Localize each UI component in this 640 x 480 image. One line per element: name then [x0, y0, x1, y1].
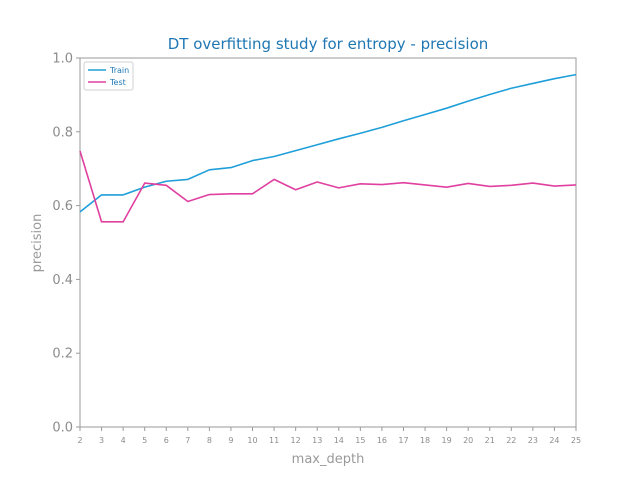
plot-area	[79, 57, 577, 428]
series-line-test	[79, 150, 577, 223]
x-tick-label: 11	[269, 436, 279, 445]
series-layer	[79, 73, 577, 223]
y-tick-label: 0.4	[52, 273, 73, 288]
y-tick-label: 0.2	[52, 347, 73, 362]
x-tick-label: 23	[528, 436, 538, 445]
x-tick-label: 21	[485, 436, 495, 445]
y-tick-label: 0.8	[52, 125, 73, 140]
x-tick-label: 22	[506, 436, 516, 445]
y-tick-label: 0.6	[52, 199, 73, 214]
x-tick-label: 16	[377, 436, 387, 445]
x-tick-label: 9	[228, 436, 233, 445]
x-tick-label: 19	[442, 436, 452, 445]
x-tick-label: 24	[549, 436, 559, 445]
x-tick-label: 6	[164, 436, 169, 445]
legend-label-train: Train	[109, 66, 129, 75]
legend: Train Test	[83, 61, 134, 91]
x-tick-label: 13	[312, 436, 322, 445]
x-tick-label: 3	[99, 436, 104, 445]
x-tick-label: 18	[420, 436, 430, 445]
x-tick-label: 2	[77, 436, 82, 445]
series-line-train	[79, 73, 577, 213]
legend-box	[83, 61, 134, 91]
x-axis: 2 3 4 5 6 7 8 9 10 11 12 13 14 15 16 17 18 19 20 21 22 23 24 25	[77, 427, 581, 445]
legend-label-test: Test	[109, 78, 126, 87]
x-tick-label: 7	[185, 436, 190, 445]
x-axis-label: max_depth	[292, 452, 365, 467]
x-tick-label: 25	[571, 436, 581, 445]
y-tick-label: 0.0	[52, 421, 73, 436]
x-tick-label: 8	[207, 436, 212, 445]
x-tick-label: 14	[334, 436, 344, 445]
chart-title: DT overfitting study for entropy - preci…	[168, 35, 489, 53]
x-tick-label: 20	[463, 436, 473, 445]
x-tick-label: 15	[355, 436, 365, 445]
x-tick-label: 12	[291, 436, 301, 445]
y-axis-label: precision	[30, 214, 45, 273]
y-axis: 0.0 0.2 0.4 0.6 0.8 1.0	[52, 52, 80, 436]
x-tick-label: 5	[142, 436, 147, 445]
x-tick-label: 17	[398, 436, 408, 445]
y-tick-label: 1.0	[52, 52, 73, 67]
x-tick-label: 10	[247, 436, 257, 445]
x-tick-label: 4	[121, 436, 126, 445]
